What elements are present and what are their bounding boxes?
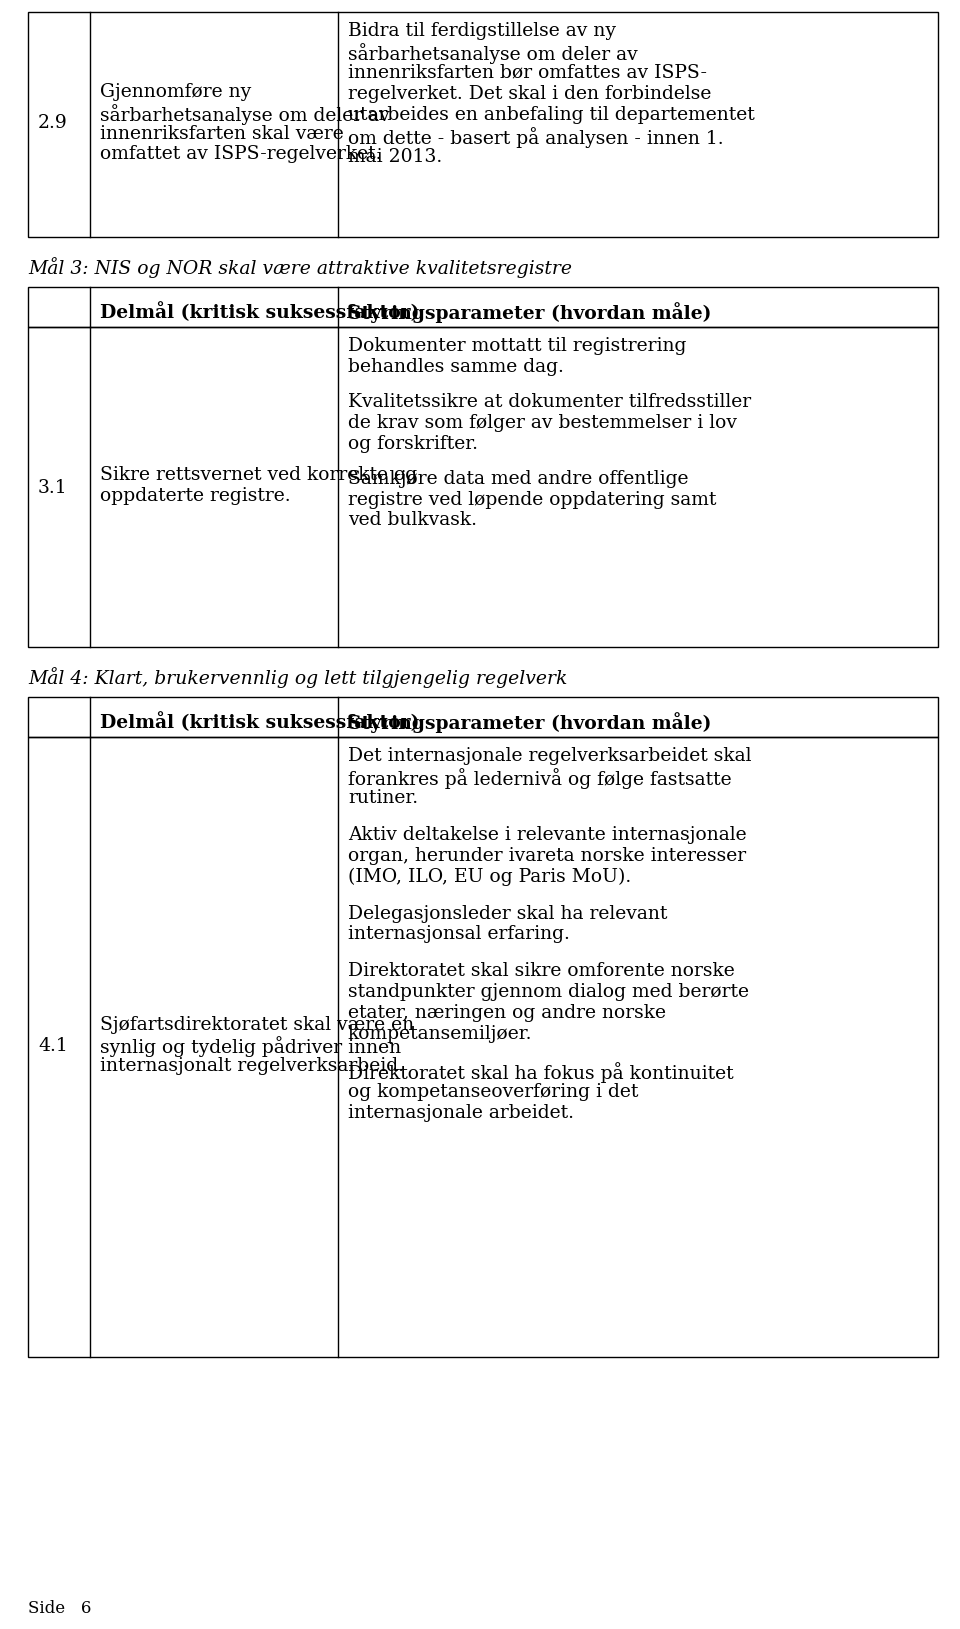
Text: Sjøfartsdirektoratet skal være en: Sjøfartsdirektoratet skal være en bbox=[100, 1015, 414, 1034]
Bar bbox=[28, 287, 938, 327]
Text: synlig og tydelig pådriver innen: synlig og tydelig pådriver innen bbox=[100, 1036, 401, 1057]
Text: Direktoratet skal sikre omforente norske: Direktoratet skal sikre omforente norske bbox=[348, 963, 734, 981]
Text: behandles samme dag.: behandles samme dag. bbox=[348, 358, 564, 376]
Text: (IMO, ILO, EU og Paris MoU).: (IMO, ILO, EU og Paris MoU). bbox=[348, 868, 632, 886]
Text: Delegasjonsleder skal ha relevant: Delegasjonsleder skal ha relevant bbox=[348, 904, 667, 922]
Text: regelverket. Det skal i den forbindelse: regelverket. Det skal i den forbindelse bbox=[348, 85, 711, 103]
Text: Delmål (kritisk suksessfaktor): Delmål (kritisk suksessfaktor) bbox=[100, 301, 420, 323]
Text: Delmål (kritisk suksessfaktor): Delmål (kritisk suksessfaktor) bbox=[100, 712, 420, 731]
Text: 4.1: 4.1 bbox=[38, 1038, 68, 1056]
Text: internasjonsal erfaring.: internasjonsal erfaring. bbox=[348, 925, 570, 943]
Bar bbox=[28, 697, 938, 736]
Text: sårbarhetsanalyse om deler av: sårbarhetsanalyse om deler av bbox=[100, 104, 390, 124]
Text: ved bulkvask.: ved bulkvask. bbox=[348, 512, 477, 529]
Text: Det internasjonale regelverksarbeidet skal: Det internasjonale regelverksarbeidet sk… bbox=[348, 748, 752, 766]
Text: internasjonale arbeidet.: internasjonale arbeidet. bbox=[348, 1104, 574, 1122]
Text: omfattet av ISPS-regelverket.: omfattet av ISPS-regelverket. bbox=[100, 145, 381, 163]
Text: Kvalitetssikre at dokumenter tilfredsstiller: Kvalitetssikre at dokumenter tilfredssti… bbox=[348, 393, 751, 411]
Text: utarbeides en anbefaling til departementet: utarbeides en anbefaling til departement… bbox=[348, 106, 755, 124]
Text: og kompetanseoverføring i det: og kompetanseoverføring i det bbox=[348, 1083, 638, 1101]
Text: Side   6: Side 6 bbox=[28, 1600, 91, 1618]
Text: sårbarhetsanalyse om deler av: sårbarhetsanalyse om deler av bbox=[348, 42, 637, 64]
Text: forankres på ledernivå og følge fastsatte: forankres på ledernivå og følge fastsatt… bbox=[348, 767, 732, 788]
Bar bbox=[28, 736, 938, 1357]
Bar bbox=[28, 327, 938, 647]
Text: 2.9: 2.9 bbox=[38, 114, 68, 132]
Text: Bidra til ferdigstillelse av ny: Bidra til ferdigstillelse av ny bbox=[348, 23, 616, 41]
Text: registre ved løpende oppdatering samt: registre ved løpende oppdatering samt bbox=[348, 490, 716, 508]
Text: Direktoratet skal ha fokus på kontinuitet: Direktoratet skal ha fokus på kontinuite… bbox=[348, 1062, 733, 1083]
Text: Styringsparameter (hvordan måle): Styringsparameter (hvordan måle) bbox=[348, 301, 711, 323]
Text: internasjonalt regelverksarbeid.: internasjonalt regelverksarbeid. bbox=[100, 1057, 404, 1075]
Text: kompetansemiljøer.: kompetansemiljøer. bbox=[348, 1025, 533, 1043]
Text: organ, herunder ivareta norske interesser: organ, herunder ivareta norske interesse… bbox=[348, 847, 746, 865]
Text: 3.1: 3.1 bbox=[38, 479, 67, 497]
Text: etater, næringen og andre norske: etater, næringen og andre norske bbox=[348, 1003, 666, 1023]
Text: rutiner.: rutiner. bbox=[348, 788, 419, 806]
Text: og forskrifter.: og forskrifter. bbox=[348, 435, 478, 453]
Text: de krav som følger av bestemmelser i lov: de krav som følger av bestemmelser i lov bbox=[348, 414, 737, 432]
Bar bbox=[28, 11, 938, 236]
Text: Mål 4: Klart, brukervennlig og lett tilgjengelig regelverk: Mål 4: Klart, brukervennlig og lett tilg… bbox=[28, 666, 567, 687]
Text: Gjennomføre ny: Gjennomføre ny bbox=[100, 83, 252, 101]
Text: mai 2013.: mai 2013. bbox=[348, 148, 443, 166]
Text: Aktiv deltakelse i relevante internasjonale: Aktiv deltakelse i relevante internasjon… bbox=[348, 826, 747, 844]
Text: Sikre rettsvernet ved korrekte og: Sikre rettsvernet ved korrekte og bbox=[100, 466, 418, 484]
Text: oppdaterte registre.: oppdaterte registre. bbox=[100, 487, 291, 505]
Text: standpunkter gjennom dialog med berørte: standpunkter gjennom dialog med berørte bbox=[348, 984, 749, 1002]
Text: Styringsparameter (hvordan måle): Styringsparameter (hvordan måle) bbox=[348, 712, 711, 733]
Text: om dette - basert på analysen - innen 1.: om dette - basert på analysen - innen 1. bbox=[348, 127, 724, 148]
Text: Dokumenter mottatt til registrering: Dokumenter mottatt til registrering bbox=[348, 337, 686, 355]
Text: innenriksfarten skal være: innenriksfarten skal være bbox=[100, 124, 344, 142]
Text: Samkjøre data med andre offentlige: Samkjøre data med andre offentlige bbox=[348, 469, 688, 487]
Text: Mål 3: NIS og NOR skal være attraktive kvalitetsregistre: Mål 3: NIS og NOR skal være attraktive k… bbox=[28, 257, 572, 279]
Text: innenriksfarten bør omfattes av ISPS-: innenriksfarten bør omfattes av ISPS- bbox=[348, 64, 707, 81]
